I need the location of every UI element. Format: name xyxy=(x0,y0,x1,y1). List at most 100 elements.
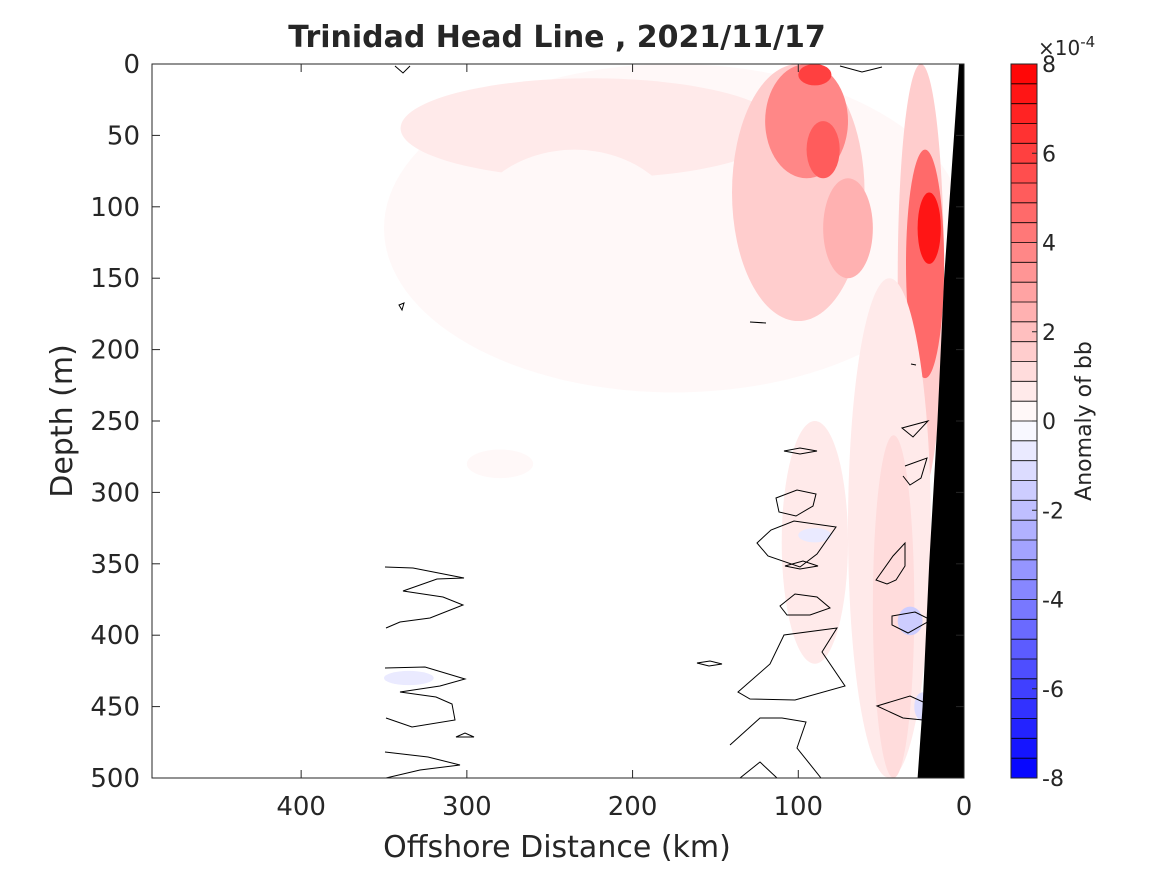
colorbar-tick-label: 4 xyxy=(1042,232,1056,257)
anomaly-patch xyxy=(806,121,840,179)
x-tick-label: 0 xyxy=(956,792,973,822)
zero-contour-line xyxy=(739,761,778,778)
zero-contour-line xyxy=(775,489,817,517)
colorbar-swatch xyxy=(1011,738,1037,759)
y-axis-label: Depth (m) xyxy=(45,344,80,498)
colorbar-swatch xyxy=(1011,718,1037,739)
zero-contour-line xyxy=(875,695,933,721)
colorbar-swatch xyxy=(1011,202,1037,224)
anomaly-patch xyxy=(872,435,915,778)
x-tick-label: 200 xyxy=(608,792,658,822)
colorbar-swatch xyxy=(1011,83,1037,105)
anomaly-patch xyxy=(798,64,832,86)
colorbar-exponent-power: -4 xyxy=(1080,33,1095,51)
anomaly-patch xyxy=(897,606,923,636)
colorbar-exponent: ×10-4 xyxy=(1038,33,1095,60)
colorbar-exponent-base: ×10 xyxy=(1038,36,1080,60)
colorbar-tick-label: -8 xyxy=(1042,767,1064,792)
chart-title: Trinidad Head Line , 2021/11/17 xyxy=(288,20,825,55)
colorbar-swatch xyxy=(1011,381,1037,402)
anomaly-patch xyxy=(798,528,832,543)
colorbar-swatch xyxy=(1011,163,1037,184)
colorbar: -8 -6 -4 -2 0 2 4 6 8 xyxy=(1010,53,1064,792)
zero-contour-line xyxy=(384,666,467,728)
zero-contour-line xyxy=(398,302,405,312)
colorbar-swatch xyxy=(1011,321,1037,343)
colorbar-swatch xyxy=(1011,282,1037,303)
colorbar-swatch xyxy=(1011,262,1037,283)
colorbar-swatch xyxy=(1011,302,1037,323)
y-tick-label: 450 xyxy=(90,693,140,723)
x-tick-label: 100 xyxy=(773,792,823,822)
colorbar-swatch xyxy=(1011,242,1037,263)
zero-contour-line xyxy=(384,751,461,778)
colorbar-swatch xyxy=(1011,520,1037,541)
colorbar-swatch xyxy=(1011,361,1037,382)
zero-contour-line xyxy=(455,732,475,738)
anomaly-patch xyxy=(400,78,782,179)
colorbar-swatch xyxy=(1011,698,1037,719)
colorbar-swatch xyxy=(1011,341,1037,362)
x-axis: 400 300 200 100 0 xyxy=(276,64,972,822)
y-tick-label: 100 xyxy=(90,193,140,223)
zero-contour-line xyxy=(696,660,723,667)
colorbar-swatch xyxy=(1011,64,1037,85)
colorbar-swatch xyxy=(1011,440,1037,462)
seafloor-bathymetry xyxy=(917,64,964,778)
y-tick-label: 250 xyxy=(90,407,140,437)
colorbar-swatch xyxy=(1011,123,1037,144)
y-tick-label: 400 xyxy=(90,621,140,651)
anomaly-patch xyxy=(917,192,941,264)
colorbar-swatch xyxy=(1011,183,1037,204)
zero-contour-line xyxy=(902,457,928,486)
colorbar-swatch xyxy=(1011,500,1037,521)
colorbar-swatch xyxy=(1011,480,1037,501)
colorbar-swatch xyxy=(1011,678,1037,700)
y-tick-label: 350 xyxy=(90,550,140,580)
colorbar-tick-label: -2 xyxy=(1042,499,1064,524)
colorbar-swatch xyxy=(1011,579,1037,600)
colorbar-swatch xyxy=(1011,559,1037,581)
colorbar-swatch xyxy=(1011,401,1037,422)
anomaly-patch xyxy=(466,149,683,322)
zero-contour-line xyxy=(784,560,819,570)
anomaly-patch xyxy=(823,178,873,279)
zero-contour-line xyxy=(839,65,883,73)
colorbar-swatch xyxy=(1011,143,1037,164)
zero-contour-line xyxy=(891,611,933,634)
x-tick-label: 300 xyxy=(442,792,492,822)
anomaly-patch xyxy=(781,421,848,664)
zero-contour-line xyxy=(729,717,822,778)
colorbar-swatch xyxy=(1011,639,1037,660)
colorbar-tick-label: 8 xyxy=(1042,53,1056,78)
colorbar-swatch xyxy=(1011,460,1037,481)
colorbar-tick-label: 6 xyxy=(1042,142,1056,167)
colorbar-swatch xyxy=(1011,103,1037,124)
anomaly-field xyxy=(384,64,964,778)
y-tick-label: 0 xyxy=(123,50,140,80)
colorbar-swatch xyxy=(1011,659,1037,680)
colorbar-tick-label: 0 xyxy=(1042,410,1056,435)
x-axis-label: Offshore Distance (km) xyxy=(383,830,731,865)
colorbar-tick-label: 2 xyxy=(1042,321,1056,346)
x-tick-label: 400 xyxy=(276,792,326,822)
zero-contour-line xyxy=(910,363,917,366)
zero-contour-line xyxy=(737,627,846,701)
colorbar-swatch xyxy=(1011,540,1037,561)
y-tick-label: 200 xyxy=(90,336,140,366)
colorbar-swatch xyxy=(1011,758,1037,779)
y-tick-label: 150 xyxy=(90,264,140,294)
zero-contour-line xyxy=(384,566,465,629)
anomaly-patch xyxy=(384,670,434,686)
colorbar-label: Anomaly of bb xyxy=(1072,341,1097,501)
colorbar-swatch xyxy=(1011,619,1037,640)
zero-contours xyxy=(384,64,933,778)
zero-contour-line xyxy=(783,447,818,455)
y-tick-label: 500 xyxy=(90,764,140,794)
y-tick-label: 300 xyxy=(90,478,140,508)
colorbar-swatch xyxy=(1011,421,1037,442)
zero-contour-line xyxy=(779,593,831,616)
colorbar-swatch xyxy=(1011,599,1037,620)
anomaly-patch xyxy=(466,449,534,479)
